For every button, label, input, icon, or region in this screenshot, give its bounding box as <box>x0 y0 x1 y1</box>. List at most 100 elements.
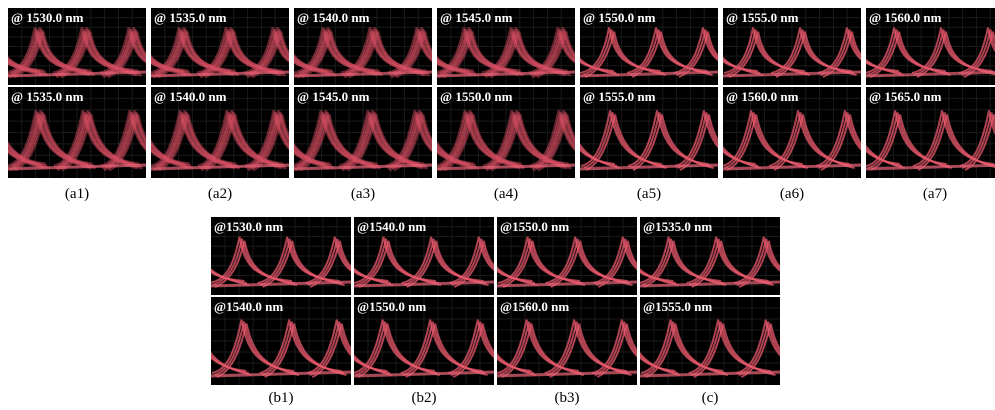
eye-trace <box>497 240 637 288</box>
eye-trace <box>580 110 718 167</box>
caption: (a6) <box>779 186 805 202</box>
eye-trace <box>723 27 861 74</box>
baseline-trace <box>497 370 637 378</box>
eye-trace <box>437 31 575 79</box>
wavelength-label: @ 1540.0 nm <box>154 89 227 104</box>
baseline-trace <box>437 163 575 171</box>
eye-trace <box>866 114 995 171</box>
caption: (a1) <box>64 186 90 202</box>
eye-trace <box>437 110 575 168</box>
eye-trace <box>294 31 432 79</box>
eye-diagram: @ 1545.0 nm <box>437 8 575 85</box>
wavelength-label: @1560.0 nm <box>500 299 569 314</box>
eye-diagram: @ 1555.0 nm <box>580 87 718 178</box>
wavelength-label: @1530.0 nm <box>214 219 283 234</box>
eye-trace <box>151 110 289 168</box>
eye-diagram: @ 1550.0 nm <box>437 87 575 178</box>
eye-trace <box>354 236 494 284</box>
baseline-trace <box>437 70 575 78</box>
caption: (c) <box>701 390 719 406</box>
eye-trace <box>211 321 351 376</box>
eye-trace <box>640 321 780 376</box>
eye-trace <box>437 29 575 77</box>
eye-trace <box>354 323 494 378</box>
eye-trace <box>8 112 146 170</box>
wavelength-label: @ 1550.0 nm <box>583 10 656 25</box>
baseline-trace <box>8 163 146 171</box>
baseline-trace <box>294 163 432 171</box>
eye-trace <box>151 112 289 170</box>
eye-diagram: @ 1530.0 nm <box>8 8 146 85</box>
wavelength-label: @ 1545.0 nm <box>297 89 370 104</box>
eye-trace <box>497 323 637 378</box>
eye-trace <box>211 236 351 284</box>
eye-trace <box>151 112 289 170</box>
caption: (b3) <box>554 390 580 406</box>
eye-trace <box>8 29 146 77</box>
eye-trace <box>151 114 289 172</box>
eye-trace <box>437 114 575 172</box>
baseline-trace <box>8 70 146 78</box>
eye-trace <box>294 110 432 168</box>
baseline-trace <box>580 163 718 171</box>
eye-trace <box>640 238 780 286</box>
eye-trace <box>151 29 289 77</box>
eye-trace <box>437 112 575 170</box>
baseline-trace <box>580 70 718 78</box>
eye-trace <box>211 319 351 374</box>
baseline-trace <box>497 280 637 288</box>
baseline-trace <box>866 70 995 78</box>
eye-diagram: @ 1540.0 nm <box>151 87 289 178</box>
eye-trace <box>8 114 146 172</box>
baseline-trace <box>354 280 494 288</box>
caption: (b2) <box>411 390 437 406</box>
eye-trace <box>151 31 289 79</box>
eye-trace <box>294 110 432 168</box>
eye-trace <box>497 319 637 374</box>
eye-trace <box>640 236 780 284</box>
eye-trace <box>151 29 289 77</box>
eye-trace <box>8 31 146 79</box>
wavelength-label: @ 1555.0 nm <box>726 10 799 25</box>
eye-trace <box>294 27 432 75</box>
wavelength-label: @1555.0 nm <box>643 299 712 314</box>
eye-diagram: @ 1535.0 nm <box>8 87 146 178</box>
baseline-trace <box>151 70 289 78</box>
wavelength-label: @ 1560.0 nm <box>726 89 799 104</box>
eye-trace <box>437 110 575 168</box>
eye-diagram: @ 1550.0 nm <box>580 8 718 85</box>
eye-diagram: @ 1535.0 nm <box>151 8 289 85</box>
baseline-trace <box>640 280 780 288</box>
caption: (b1) <box>268 390 294 406</box>
eye-diagram: @1550.0 nm <box>497 217 637 295</box>
eye-trace <box>866 29 995 76</box>
wavelength-label: @ 1555.0 nm <box>583 89 656 104</box>
eye-diagram: @1555.0 nm <box>640 297 780 385</box>
wavelength-label: @ 1545.0 nm <box>440 10 513 25</box>
caption: (a3) <box>350 186 376 202</box>
baseline-trace <box>723 163 861 171</box>
eye-trace <box>354 238 494 286</box>
eye-diagram: @ 1565.0 nm <box>866 87 995 178</box>
baseline-trace <box>211 280 351 288</box>
eye-trace <box>437 27 575 75</box>
caption: (a7) <box>922 186 948 202</box>
wavelength-label: @1540.0 nm <box>214 299 283 314</box>
baseline-trace <box>151 163 289 171</box>
eye-trace <box>151 31 289 79</box>
eye-trace <box>294 29 432 77</box>
eye-diagram: @1540.0 nm <box>211 297 351 385</box>
eye-diagram: @ 1560.0 nm <box>723 87 861 178</box>
eye-trace <box>723 110 861 167</box>
eye-diagram: @1535.0 nm <box>640 217 780 295</box>
eye-trace <box>354 321 494 376</box>
eye-trace <box>294 31 432 79</box>
eye-trace <box>580 27 718 74</box>
eye-trace <box>211 323 351 378</box>
eye-trace <box>354 319 494 374</box>
eye-trace <box>640 323 780 378</box>
eye-trace <box>354 240 494 288</box>
eye-trace <box>580 31 718 78</box>
wavelength-label: @ 1535.0 nm <box>11 89 84 104</box>
eye-trace <box>497 238 637 286</box>
